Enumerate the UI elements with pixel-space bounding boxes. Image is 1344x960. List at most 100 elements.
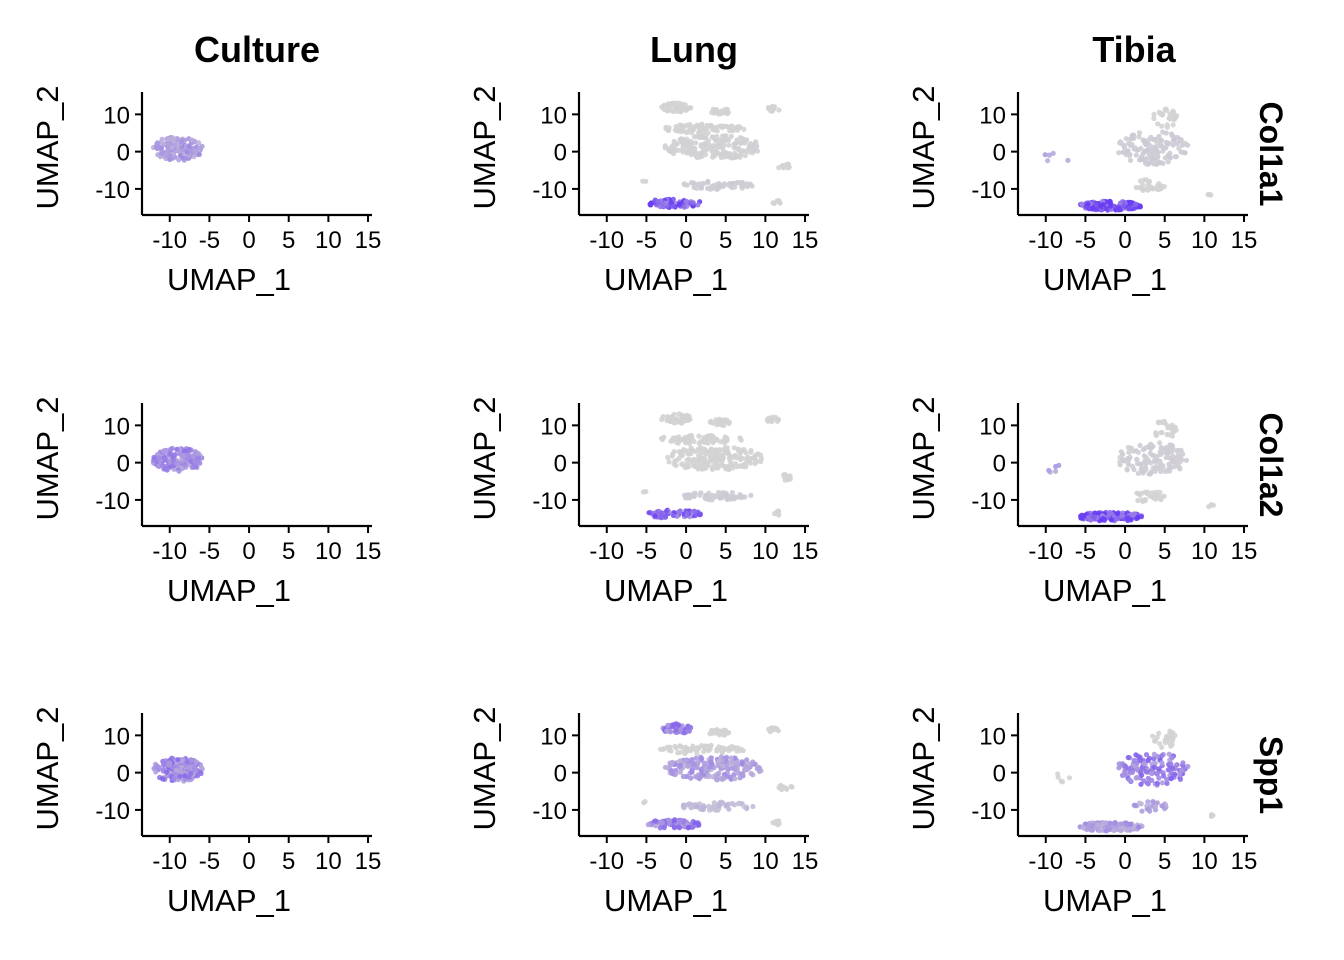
cell-point: [191, 452, 197, 459]
cell-point: [721, 422, 727, 429]
cell-point: [719, 749, 725, 756]
cell-point: [702, 447, 708, 453]
cell-point: [692, 820, 698, 826]
cell-point: [726, 182, 732, 189]
cell-point: [774, 418, 780, 424]
cell-point: [694, 750, 700, 757]
cell-point: [1139, 808, 1145, 814]
cell-point: [1158, 445, 1164, 451]
cell-point: [676, 763, 682, 770]
cell-point: [1148, 134, 1154, 140]
cell-point: [724, 106, 731, 112]
cell-point: [652, 513, 658, 519]
cell-point: [735, 124, 741, 130]
cell-point: [1053, 468, 1059, 474]
cell-point: [1085, 201, 1091, 207]
cell-point: [727, 745, 733, 751]
x-tick-label: 0: [679, 848, 692, 875]
x-tick-label: 15: [1231, 538, 1258, 565]
cell-point: [1158, 451, 1164, 457]
cell-point: [1177, 776, 1184, 783]
cell-point: [1162, 145, 1168, 151]
cell-point: [184, 149, 190, 155]
cell-point: [1158, 494, 1164, 500]
y-tick-label: 10: [540, 413, 567, 440]
cell-point: [663, 124, 669, 130]
cell-point: [679, 108, 685, 114]
x-tick-label: -10: [589, 538, 624, 565]
cell-point: [710, 433, 716, 439]
cell-point: [1167, 150, 1173, 156]
cell-point: [731, 144, 737, 150]
cell-point: [161, 456, 167, 462]
cell-point: [758, 459, 764, 465]
cell-point: [671, 818, 677, 824]
cell-point: [151, 454, 157, 461]
x-tick-label: 15: [792, 227, 819, 254]
cell-point: [688, 152, 694, 158]
cell-point: [738, 463, 744, 469]
cell-point: [1208, 192, 1214, 198]
cell-point: [680, 802, 687, 808]
cell-point: [720, 800, 726, 806]
cell-point: [706, 743, 713, 750]
cell-point: [159, 145, 165, 151]
cell-point: [1177, 459, 1183, 465]
cell-point: [659, 435, 665, 441]
cell-point: [160, 758, 166, 765]
cell-point: [1168, 761, 1174, 767]
cell-point: [164, 769, 170, 775]
cell-point: [1118, 821, 1124, 827]
cell-point: [1129, 769, 1135, 776]
cell-point: [671, 449, 677, 455]
cell-point: [1079, 201, 1085, 207]
y-axis-label: UMAP_2: [30, 706, 65, 830]
x-tick-label: 10: [752, 538, 779, 565]
cell-point: [699, 121, 705, 127]
x-axis-label: UMAP_1: [1043, 262, 1167, 297]
cell-point: [729, 800, 735, 807]
cell-point: [743, 450, 749, 456]
cell-point: [692, 774, 699, 780]
cell-point: [1137, 178, 1143, 184]
cell-point: [1088, 517, 1094, 523]
cell-point: [1167, 111, 1173, 117]
cell-point: [1135, 470, 1141, 476]
cell-point: [709, 186, 715, 192]
cell-points: [150, 445, 205, 474]
cell-point: [1143, 752, 1150, 758]
cell-point: [186, 143, 192, 150]
cell-point: [737, 435, 743, 441]
cell-point: [714, 134, 720, 140]
cell-point: [1118, 828, 1124, 834]
x-tick-label: 15: [355, 538, 382, 565]
cell-point: [664, 508, 670, 514]
cell-point: [730, 455, 736, 461]
cell-point: [670, 512, 676, 519]
cell-point: [1134, 456, 1140, 462]
cell-point: [1164, 122, 1170, 128]
cell-point: [1116, 765, 1122, 771]
cell-points: [1042, 106, 1214, 213]
cell-point: [1100, 202, 1106, 208]
cell-point: [740, 771, 746, 777]
cell-point: [1159, 780, 1165, 786]
y-tick-label: 10: [979, 102, 1006, 129]
cell-point: [1136, 800, 1142, 806]
cell-point: [1151, 111, 1157, 117]
cell-point: [155, 463, 161, 469]
cell-point: [1092, 514, 1098, 520]
cell-point: [720, 775, 726, 781]
cell-point: [703, 147, 709, 153]
cell-points: [640, 411, 793, 521]
cell-point: [684, 150, 690, 156]
cell-point: [676, 722, 682, 728]
cell-point: [199, 143, 205, 149]
cell-point: [710, 106, 716, 112]
cell-point: [1150, 443, 1156, 449]
cell-point: [1046, 467, 1052, 473]
x-tick-label: -10: [152, 538, 187, 565]
cell-point: [677, 727, 683, 733]
cell-point: [744, 805, 750, 812]
cell-point: [674, 457, 680, 463]
